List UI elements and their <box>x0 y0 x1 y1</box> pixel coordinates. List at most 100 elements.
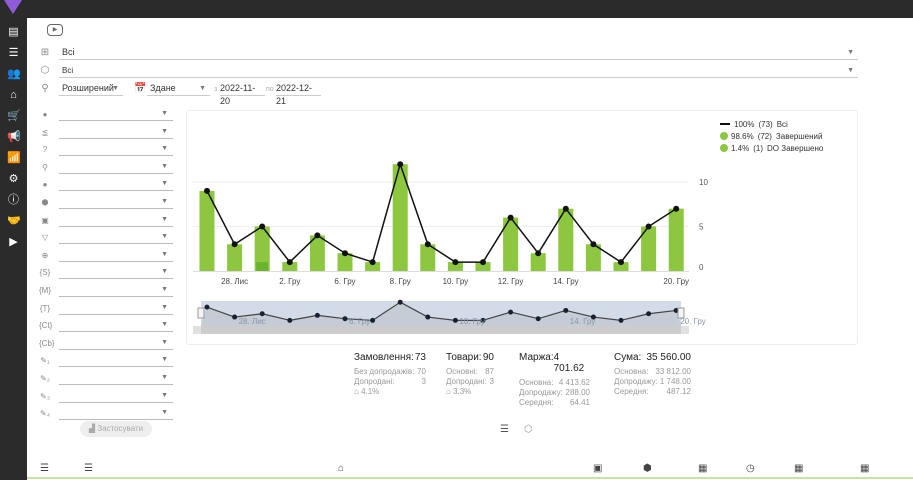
bar[interactable] <box>503 217 519 271</box>
handshake-icon[interactable]: 🤝 <box>7 215 21 227</box>
bar[interactable] <box>530 253 546 271</box>
bar[interactable] <box>227 244 243 271</box>
megaphone-icon[interactable]: 📢 <box>7 131 21 143</box>
date-from-input[interactable]: 2022-11-20 <box>220 82 265 106</box>
filter-select[interactable]: ▼ <box>59 232 173 245</box>
line-point[interactable] <box>645 223 652 230</box>
line-point[interactable] <box>231 241 238 248</box>
box-view-icon[interactable]: ⬡ <box>524 424 533 435</box>
legend-item[interactable]: 98.6% (72) Завершений <box>720 131 826 142</box>
bar[interactable] <box>641 226 657 272</box>
sort-icon: ≦ <box>41 127 49 137</box>
navigator-handle[interactable] <box>677 307 685 319</box>
bar[interactable] <box>558 208 574 271</box>
filter-select[interactable]: ▼ <box>59 144 173 157</box>
bar[interactable] <box>309 235 325 271</box>
cart-icon[interactable]: 🛒 <box>7 110 21 122</box>
bar[interactable] <box>668 208 684 271</box>
date-to-input[interactable]: 2022-12-21 <box>276 82 321 106</box>
line-point[interactable] <box>480 259 486 266</box>
analytics-icon[interactable]: 📶 <box>7 152 21 164</box>
filter-select[interactable]: ▼ <box>59 320 173 333</box>
filter-select[interactable]: ▼ <box>59 391 173 403</box>
filter-select[interactable]: ▼ <box>59 197 173 209</box>
legend-count: (1) <box>753 144 764 153</box>
courier-icon[interactable]: ⬢ <box>643 463 652 474</box>
apply-button[interactable]: ▟ Застосувати <box>80 421 152 437</box>
line-point[interactable] <box>535 250 542 257</box>
bottom-divider <box>27 477 913 479</box>
calendar-check-icon[interactable]: ▦ <box>860 463 870 474</box>
bar[interactable] <box>585 244 601 271</box>
line-point[interactable] <box>507 214 514 221</box>
bar[interactable] <box>282 262 298 271</box>
product-select[interactable]: Всі ▼ <box>59 64 858 78</box>
dashboard-icon[interactable]: ▤ <box>8 26 19 38</box>
line-point[interactable] <box>452 259 459 266</box>
filter-select[interactable]: ▼ <box>59 215 173 227</box>
calendar-icon[interactable]: ▦ <box>698 463 708 474</box>
line-point[interactable] <box>397 161 404 168</box>
bag-icon[interactable]: ⌂ <box>338 463 345 474</box>
users-icon[interactable]: 👥 <box>7 68 21 80</box>
list-icon[interactable]: ☰ <box>8 47 19 59</box>
list-view-icon[interactable]: ☰ <box>500 424 509 435</box>
money-icon[interactable]: ▣ <box>593 463 603 474</box>
info-icon[interactable]: ⓘ <box>8 194 19 206</box>
chevron-down-icon: ▼ <box>112 85 119 92</box>
bar[interactable] <box>199 190 215 271</box>
line-point[interactable] <box>562 205 569 212</box>
legend-item[interactable]: 100% (73) Всі <box>720 119 792 130</box>
id-list-icon[interactable]: ☰ <box>40 463 49 474</box>
video-icon[interactable]: ▶ <box>9 236 18 248</box>
filter-select[interactable]: ▼ <box>59 338 173 350</box>
status-select[interactable]: Здане ▼ <box>147 82 210 96</box>
filter-select[interactable]: ▼ <box>59 267 173 280</box>
navigator-handle[interactable] <box>197 307 205 319</box>
sliders-icon[interactable]: ⚙ <box>8 173 19 185</box>
id-link-icon[interactable]: ☰ <box>84 463 93 474</box>
line-point[interactable] <box>259 223 266 230</box>
filter-select[interactable]: ▼ <box>59 373 173 385</box>
filter-select[interactable]: ▼ <box>59 250 173 262</box>
chevron-down-icon: ▼ <box>161 127 168 135</box>
line-point[interactable] <box>314 232 321 239</box>
bar[interactable] <box>365 262 381 271</box>
timer-icon[interactable]: ◷ <box>746 463 755 474</box>
bar[interactable] <box>254 226 270 272</box>
calendar-lock-icon[interactable]: ▦ <box>794 463 804 474</box>
bar[interactable] <box>475 262 491 271</box>
filter-select[interactable]: ▼ <box>59 179 173 192</box>
line-point[interactable] <box>673 205 680 212</box>
line-point[interactable] <box>342 250 348 257</box>
line-point[interactable] <box>369 259 376 266</box>
bar[interactable] <box>447 262 463 271</box>
filter-select[interactable]: ▼ <box>59 408 173 421</box>
bar[interactable] <box>613 262 629 271</box>
legend-item[interactable]: 1.4% (1) DO Завершено <box>720 143 827 154</box>
money-icon: ▣ <box>41 215 49 225</box>
line-point[interactable] <box>286 259 293 266</box>
legend-pct: 98.6% <box>731 132 754 141</box>
line-point[interactable] <box>424 241 431 248</box>
filter-select[interactable]: ▼ <box>59 109 173 121</box>
dot-swatch <box>720 132 728 140</box>
line-point[interactable] <box>590 241 597 248</box>
line-point[interactable] <box>204 187 210 194</box>
scrollbar-thumb[interactable] <box>201 326 681 334</box>
bar-do[interactable] <box>256 262 269 271</box>
filter-select[interactable]: ▼ <box>59 127 173 139</box>
bar[interactable] <box>420 244 436 271</box>
filter-select[interactable]: ▼ <box>59 285 173 297</box>
group-select[interactable]: Всі ▼ <box>59 46 858 60</box>
line-point[interactable] <box>618 259 624 266</box>
search-mode-select[interactable]: Розширений ▼ <box>59 82 123 96</box>
filter-select[interactable]: ▼ <box>59 162 173 174</box>
warehouse-icon[interactable]: ⌂ <box>10 89 17 101</box>
video-icon[interactable]: ▶ <box>47 24 63 36</box>
legend-count: (73) <box>758 120 773 129</box>
bar[interactable] <box>337 253 353 271</box>
bar[interactable] <box>392 164 408 271</box>
filter-select[interactable]: ▼ <box>59 355 173 368</box>
filter-select[interactable]: ▼ <box>59 303 173 315</box>
